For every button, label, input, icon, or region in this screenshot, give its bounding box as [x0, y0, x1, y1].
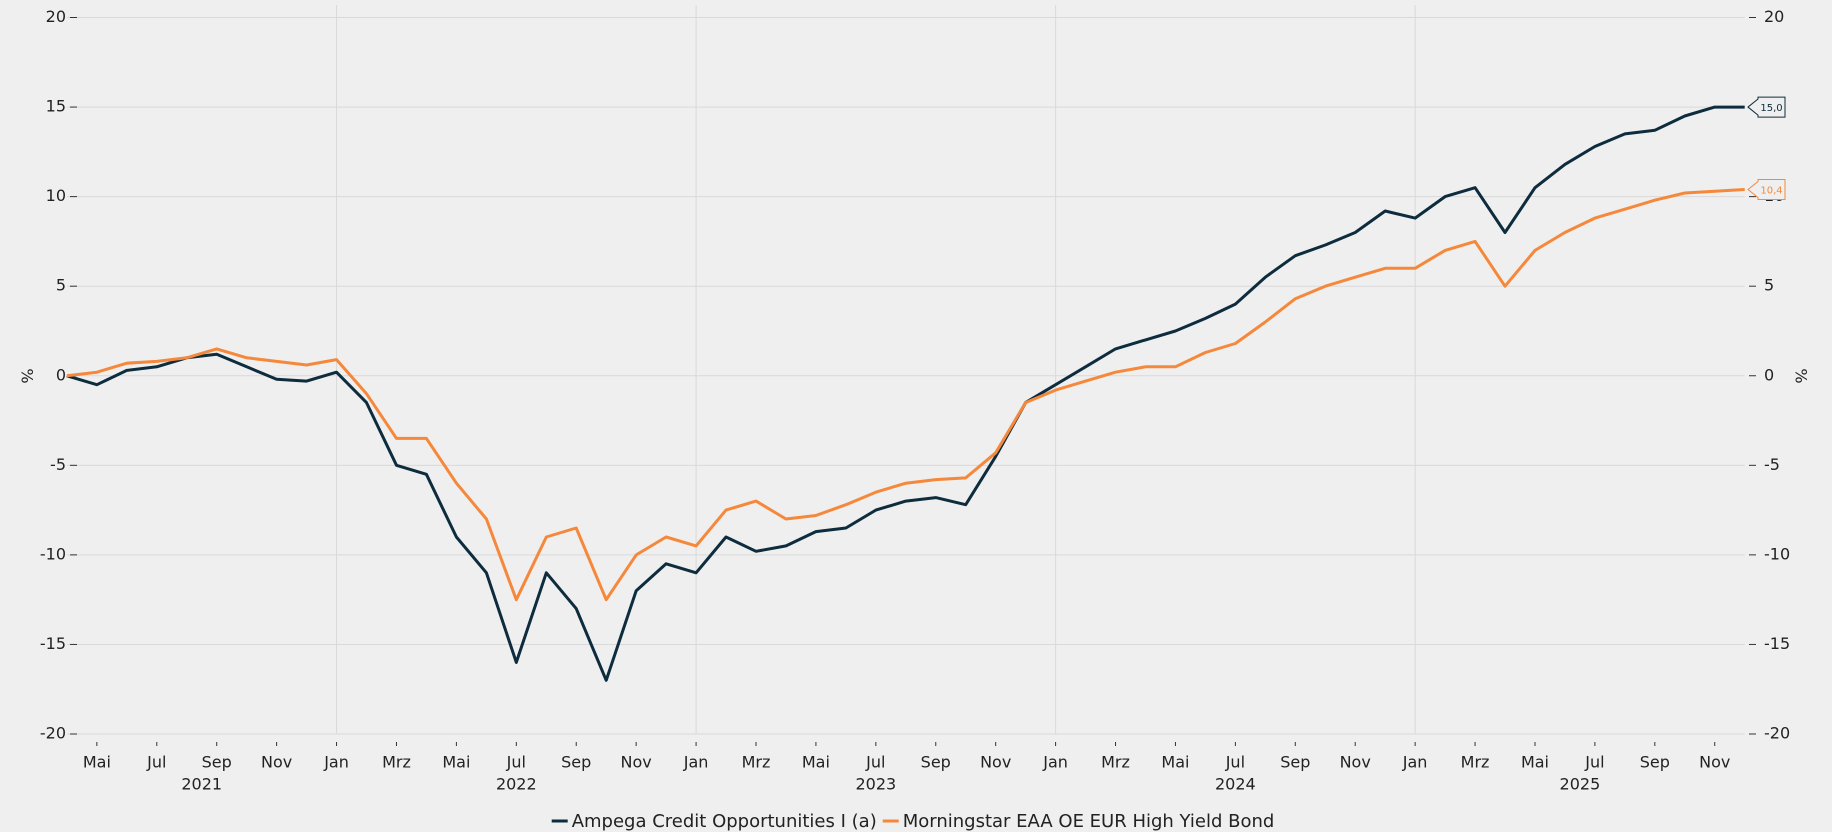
y2-tick-label: -15 — [1764, 634, 1790, 653]
y-tick-label: 15 — [46, 97, 66, 116]
y-tick-label: -5 — [50, 455, 66, 474]
y-tick-label: 0 — [56, 365, 66, 384]
x-tick-label: Sep — [1280, 753, 1310, 772]
x-tick-label: Jan — [323, 753, 349, 772]
y-tick-label: 5 — [56, 276, 66, 295]
series-line — [66, 188, 1745, 602]
x-tick-label: Jul — [1584, 753, 1604, 772]
x-tick-label: Sep — [561, 753, 591, 772]
x-tick-label: Mai — [442, 753, 470, 772]
year-label: 2021 — [181, 775, 222, 794]
legend: Ampega Credit Opportunities I (a) Morning… — [551, 811, 1275, 832]
y-tick-label: -10 — [40, 544, 66, 563]
x-tick-label: Jan — [683, 753, 709, 772]
year-label: 2024 — [1215, 775, 1256, 794]
x-tick-label: Nov — [1340, 753, 1371, 772]
x-tick-label: Nov — [621, 753, 652, 772]
x-tick-label: Jan — [1402, 753, 1428, 772]
x-tick-label: Mai — [802, 753, 830, 772]
y2-tick-label: 20 — [1764, 7, 1784, 26]
y2-tick-label: -20 — [1764, 724, 1790, 743]
x-tick-label: Nov — [1699, 753, 1730, 772]
x-tick-label: Sep — [921, 753, 951, 772]
end-label-box — [1747, 96, 1786, 118]
x-tick-label: Mrz — [1101, 753, 1130, 772]
x-tick-label: Nov — [980, 753, 1011, 772]
end-label-box — [1747, 178, 1786, 200]
y-tick-label: 10 — [46, 186, 66, 205]
x-tick-label: Mrz — [742, 753, 771, 772]
x-tick-label: Nov — [261, 753, 292, 772]
y2-axis-label: % — [1792, 368, 1811, 383]
x-tick-label: Jul — [506, 753, 526, 772]
x-tick-label: Mrz — [1461, 753, 1490, 772]
year-label: 2025 — [1560, 775, 1601, 794]
x-tick-label: Sep — [202, 753, 232, 772]
x-tick-label: Jan — [1042, 753, 1068, 772]
x-tick-label: Mai — [1161, 753, 1189, 772]
legend-label: Morningstar EAA OE EUR High Yield Bond — [903, 811, 1275, 832]
x-tick-label: Jul — [1225, 753, 1245, 772]
x-tick-label: Jul — [146, 753, 166, 772]
year-label: 2023 — [855, 775, 896, 794]
y-tick-label: -15 — [40, 634, 66, 653]
end-label: 10,4 — [1760, 185, 1782, 196]
y2-tick-label: 5 — [1764, 276, 1774, 295]
x-tick-label: Mai — [83, 753, 111, 772]
y-tick-label: 20 — [46, 7, 66, 26]
legend-label: Ampega Credit Opportunities I (a) — [572, 811, 877, 832]
series-line — [66, 105, 1745, 682]
x-tick-label: Jul — [865, 753, 885, 772]
year-label: 2022 — [496, 775, 537, 794]
y2-tick-label: 0 — [1764, 365, 1774, 384]
end-label: 15,0 — [1760, 103, 1782, 114]
y-tick-label: -20 — [40, 724, 66, 743]
y2-tick-label: -10 — [1764, 544, 1790, 563]
x-tick-label: Mai — [1521, 753, 1549, 772]
y-axis-label: % — [18, 368, 37, 383]
x-tick-label: Sep — [1640, 753, 1670, 772]
y2-tick-label: -5 — [1764, 455, 1780, 474]
x-tick-label: Mrz — [382, 753, 411, 772]
